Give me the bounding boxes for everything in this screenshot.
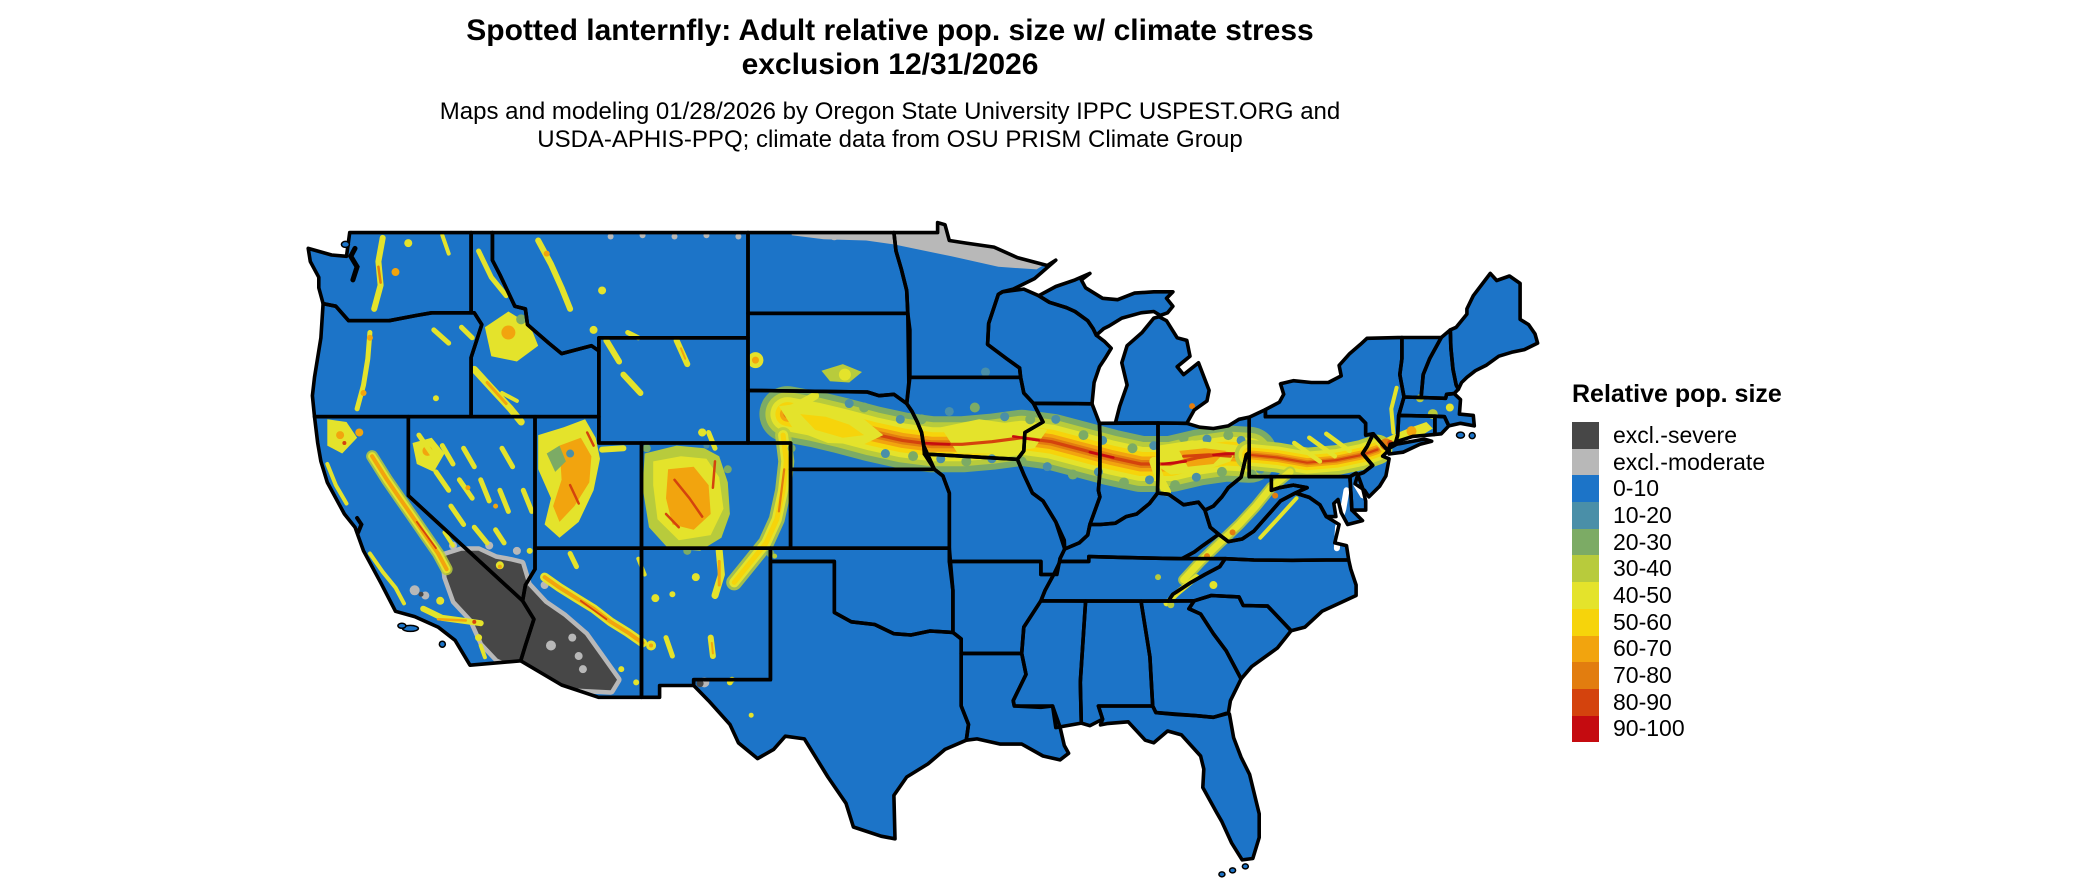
legend-item: 50-60 [1572,609,1782,636]
figure-subtitle: Maps and modeling 01/28/2026 by Oregon S… [0,98,1780,154]
state-border [1448,271,1540,391]
state-shape [1450,273,1538,390]
legend-item: excl.-moderate [1572,449,1782,476]
figure-title: Spotted lanternfly: Adult relative pop. … [0,14,1780,82]
legend-items: excl.-severe excl.-moderate 0-10 10-20 20-30… [1572,422,1782,743]
state-shape [748,232,908,314]
legend-item: 80-90 [1572,689,1782,716]
state-shape [598,337,748,443]
state-shape [1060,493,1219,562]
state-shape [1399,337,1442,398]
legend-label: 80-90 [1613,688,1672,715]
state-shape [492,232,748,354]
state-border [1353,432,1391,499]
title-line-2: exclusion 12/31/2026 [741,48,1039,81]
legend-item: 0-10 [1572,475,1782,503]
legend-label: 0-10 [1613,475,1660,502]
state-shape [748,313,909,404]
state-borders [306,220,1540,862]
state-shape [1080,601,1153,726]
legend-swatch [1572,475,1599,503]
state-fills [308,222,1538,860]
subtitle-line-2: USDA-APHIS-PPQ; climate data from OSU PR… [537,126,1243,153]
state-shape [1141,600,1242,718]
legend-swatch [1572,555,1599,583]
legend-label: 10-20 [1613,501,1672,528]
offshore-islands [340,240,1476,878]
state-shape [1168,558,1357,631]
legend-swatch [1572,688,1599,716]
state-shape [1265,337,1404,451]
state-shape [987,289,1112,404]
raster-overlays [325,222,1454,718]
legend-swatch [1572,448,1599,476]
state-shape [1398,393,1475,426]
state-shape [1188,595,1292,679]
state-shape [408,416,535,601]
legend-title: Relative pop. size [1572,380,1782,408]
legend-item: excl.-severe [1572,422,1782,449]
state-shape [693,561,969,839]
legend-swatch [1572,528,1599,556]
state-shape [471,232,599,417]
legend-swatch [1572,715,1599,743]
state-shape [1038,273,1173,336]
title-line-1: Spotted lanternfly: Adult relative pop. … [466,14,1314,47]
legend-label: 60-70 [1613,635,1672,662]
state-shape [790,469,950,549]
state-shape [1204,452,1308,542]
state-shape [1098,706,1260,860]
state-border [1036,271,1175,337]
legend-label: 90-100 [1613,715,1685,742]
subtitle-line-1: Maps and modeling 01/28/2026 by Oregon S… [439,98,1341,125]
legend-swatch [1572,582,1599,609]
state-border [1269,474,1365,527]
legend-item: 30-40 [1572,555,1782,583]
state-border [691,559,971,841]
legend-label: excl.-severe [1613,421,1737,448]
state-shape [1013,600,1086,728]
legend-swatch [1572,608,1599,636]
legend-label: 30-40 [1613,555,1672,582]
legend-label: excl.-moderate [1613,448,1766,475]
map-legend: Relative pop. size excl.-severe excl.-mod… [1572,380,1782,743]
legend-label: 40-50 [1613,581,1672,608]
state-border [1387,437,1434,456]
state-border [1113,315,1211,426]
state-shape [770,548,953,635]
legend-swatch [1572,662,1599,689]
state-shape [924,454,1065,575]
legend-item: 10-20 [1572,502,1782,529]
state-border [1166,556,1358,633]
us-map [306,220,1540,878]
legend-swatch [1572,422,1599,449]
figure-header: Spotted lanternfly: Adult relative pop. … [0,14,1780,154]
legend-item: 70-80 [1572,662,1782,689]
legend-label: 20-30 [1613,528,1672,555]
legend-swatch [1572,502,1599,529]
state-shape [949,561,1054,654]
legend-item: 60-70 [1572,635,1782,663]
legend-item: 90-100 [1572,715,1782,743]
legend-label: 70-80 [1613,662,1672,689]
legend-swatch [1572,635,1599,663]
state-border [1096,704,1261,862]
legend-item: 40-50 [1572,582,1782,609]
legend-label: 50-60 [1613,608,1672,635]
legend-item: 20-30 [1572,529,1782,556]
